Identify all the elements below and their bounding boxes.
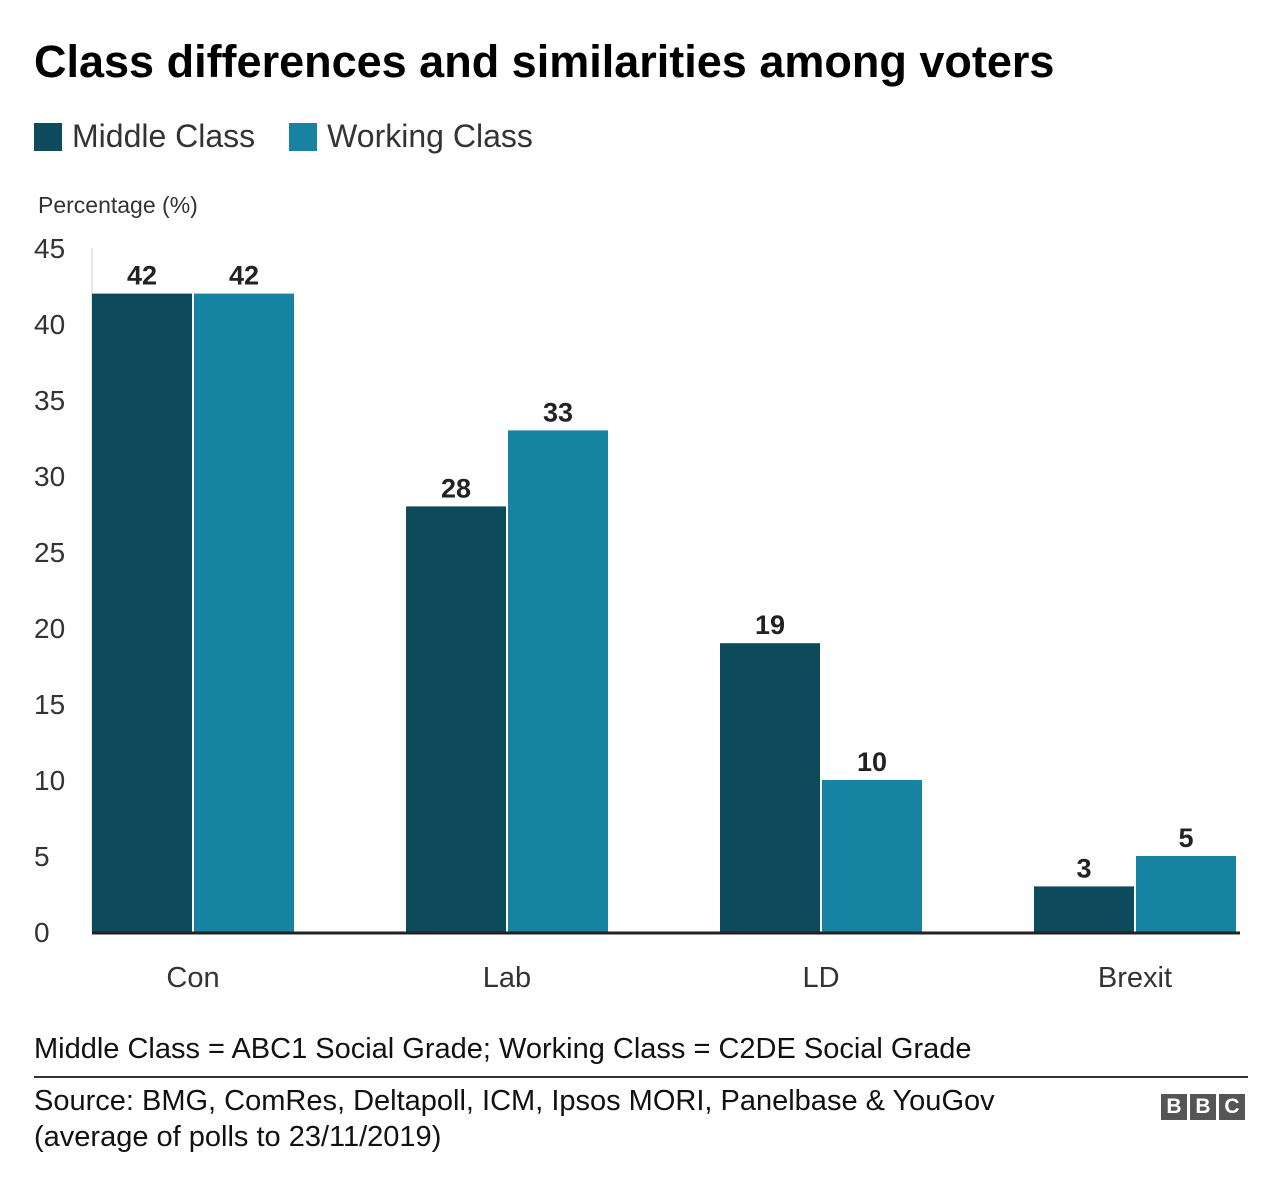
- y-tick-label: 20: [34, 613, 65, 644]
- x-tick-label: LD: [802, 962, 839, 994]
- data-label: 42: [127, 261, 157, 291]
- data-labels: 42 42 28 33 19 10 3 5: [127, 261, 1194, 884]
- x-tick-label: Con: [166, 962, 219, 994]
- data-label: 28: [441, 473, 471, 503]
- y-axis-label: Percentage (%): [38, 192, 198, 218]
- legend-label-middle-class: Middle Class: [72, 118, 256, 154]
- y-tick-label: 5: [34, 841, 50, 872]
- data-label: 42: [229, 261, 259, 291]
- logo-letter: C: [1219, 1094, 1245, 1120]
- bar-middle-class: [720, 643, 820, 932]
- data-label: 19: [755, 610, 785, 640]
- x-tick-label: Brexit: [1098, 962, 1172, 994]
- bar-working-class: [1136, 856, 1236, 932]
- x-tick-label: Lab: [483, 962, 531, 994]
- x-axis-ticks: Con Lab LD Brexit: [166, 962, 1172, 994]
- y-tick-label: 45: [34, 233, 65, 264]
- y-tick-label: 0: [34, 917, 50, 948]
- y-axis-ticks: 0 5 10 15 20 25 30 35 40 45: [34, 233, 65, 948]
- data-label: 5: [1178, 823, 1193, 853]
- bars: [92, 293, 1236, 933]
- source-line-2: (average of polls to 23/11/2019): [34, 1121, 442, 1153]
- legend-swatch-middle-class: [34, 122, 62, 151]
- bar-working-class: [822, 780, 922, 932]
- chart-title: Class differences and similarities among…: [34, 36, 1055, 87]
- bar-working-class: [508, 430, 608, 932]
- bar-middle-class: [1034, 886, 1134, 932]
- bar-middle-class: [92, 293, 192, 933]
- legend: Middle Class Working Class: [34, 118, 567, 155]
- source-text: Source: BMG, ComRes, Deltapoll, ICM, Ips…: [34, 1083, 1134, 1155]
- y-tick-label: 35: [34, 385, 65, 416]
- legend-swatch-working-class: [289, 122, 318, 151]
- data-label: 10: [857, 747, 887, 777]
- bar-working-class: [194, 293, 294, 933]
- legend-item-working-class: Working Class: [289, 118, 533, 155]
- y-tick-label: 40: [34, 309, 65, 340]
- y-tick-label: 25: [34, 537, 65, 568]
- y-tick-label: 15: [34, 689, 65, 720]
- data-label: 3: [1076, 853, 1091, 883]
- bar-middle-class: [406, 506, 506, 932]
- data-label: 33: [543, 397, 573, 427]
- y-tick-label: 10: [34, 765, 65, 796]
- logo-letter: B: [1161, 1094, 1187, 1120]
- legend-item-middle-class: Middle Class: [34, 118, 255, 155]
- bbc-logo: B B C: [1158, 1094, 1245, 1120]
- divider: [34, 1076, 1248, 1078]
- source-line-1: Source: BMG, ComRes, Deltapoll, ICM, Ips…: [34, 1085, 995, 1117]
- footnote: Middle Class = ABC1 Social Grade; Workin…: [34, 1033, 972, 1065]
- legend-label-working-class: Working Class: [327, 118, 533, 154]
- logo-letter: B: [1190, 1094, 1216, 1120]
- y-tick-label: 30: [34, 461, 65, 492]
